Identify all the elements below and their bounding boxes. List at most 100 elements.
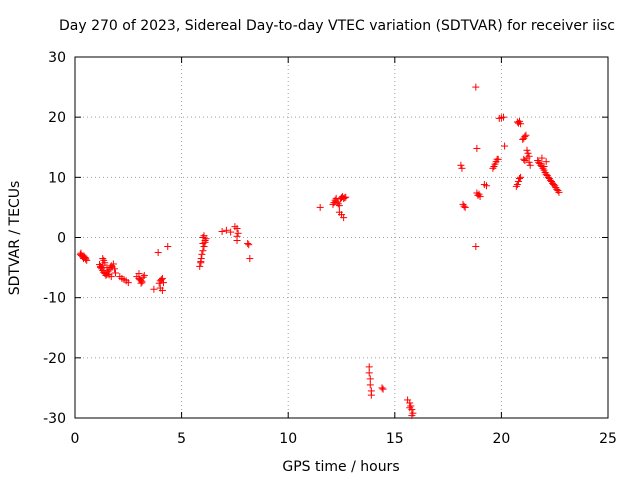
data-point [457, 161, 465, 169]
data-point [489, 164, 497, 172]
data-point [334, 200, 342, 208]
data-point [80, 252, 88, 260]
data-point [520, 155, 528, 163]
data-point [158, 286, 166, 294]
data-point [99, 255, 107, 263]
data-point [555, 188, 563, 196]
data-point [335, 208, 343, 216]
data-point [539, 164, 547, 172]
data-point [109, 260, 117, 268]
data-point [340, 214, 348, 222]
x-tick-label: 5 [177, 431, 186, 447]
data-point [501, 142, 509, 150]
data-point [341, 194, 349, 202]
data-point [406, 404, 414, 412]
data-point [517, 173, 525, 181]
y-tick-label: -10 [43, 291, 66, 307]
data-point [512, 182, 520, 190]
data-point [99, 261, 107, 269]
data-point [164, 243, 172, 251]
data-point [521, 132, 529, 140]
x-tick-label: 20 [492, 431, 510, 447]
data-point [332, 194, 340, 202]
data-point [227, 228, 235, 236]
data-point [112, 269, 120, 277]
data-point [500, 113, 508, 121]
x-tick-label: 0 [71, 431, 80, 447]
x-tick-label: 15 [386, 431, 404, 447]
data-point [110, 265, 118, 273]
plot-frame [74, 56, 609, 419]
data-point [517, 120, 525, 128]
data-point [316, 203, 324, 211]
data-point [542, 158, 550, 166]
data-point [513, 181, 521, 189]
data-point [365, 363, 373, 371]
data-point [222, 226, 230, 234]
y-tick-label: 30 [48, 50, 66, 66]
data-point [367, 391, 375, 399]
data-point [516, 175, 524, 183]
data-point [233, 224, 241, 232]
data-series [76, 83, 563, 420]
data-point [82, 254, 90, 262]
x-axis-label: GPS time / hours [282, 459, 399, 475]
data-point [524, 149, 532, 157]
data-point [218, 227, 226, 235]
data-point [342, 193, 350, 201]
data-point [335, 202, 343, 210]
data-point [107, 273, 115, 281]
data-point [366, 375, 374, 383]
data-point [538, 154, 546, 162]
data-point [244, 240, 252, 248]
data-point [139, 273, 147, 281]
data-point [523, 146, 531, 154]
data-point [461, 203, 469, 211]
data-point [366, 381, 374, 389]
y-tick-label: 0 [57, 231, 66, 247]
data-point [77, 249, 85, 257]
data-point [154, 249, 162, 257]
chart-title: Day 270 of 2023, Sidereal Day-to-day VTE… [59, 18, 615, 34]
data-point [159, 279, 167, 287]
data-point [102, 271, 110, 279]
data-point [458, 164, 466, 172]
data-point [472, 243, 480, 251]
data-point [482, 182, 490, 190]
y-tick-label: -30 [43, 411, 66, 427]
x-tick-label: 10 [279, 431, 297, 447]
data-point [408, 412, 416, 420]
data-point [199, 247, 207, 255]
data-point [104, 268, 112, 276]
data-point [199, 240, 207, 248]
data-point [378, 384, 386, 392]
data-point [494, 155, 502, 163]
data-point [138, 278, 146, 286]
data-point [365, 369, 373, 377]
y-tick-label: -20 [43, 351, 66, 367]
data-point [473, 189, 481, 197]
y-tick-label: 20 [48, 110, 66, 126]
data-point [245, 241, 253, 249]
data-point [525, 158, 533, 166]
data-point [472, 83, 480, 91]
data-point [379, 385, 387, 393]
data-point [158, 274, 166, 282]
data-point [522, 131, 530, 139]
data-point [196, 262, 204, 270]
axis-ticks: 0 5 10 15 20 25 -30 -20 -10 0 10 20 30 [43, 50, 617, 447]
data-point [329, 200, 337, 208]
data-point [554, 187, 562, 195]
data-point [98, 265, 106, 273]
data-point [551, 182, 559, 190]
x-tick-label: 25 [599, 431, 617, 447]
data-point [460, 202, 468, 210]
grid [75, 57, 608, 418]
data-point [135, 270, 143, 278]
data-point [473, 144, 481, 152]
data-point [103, 264, 111, 272]
data-point [124, 279, 132, 287]
data-point [540, 163, 548, 171]
data-point [233, 237, 241, 245]
